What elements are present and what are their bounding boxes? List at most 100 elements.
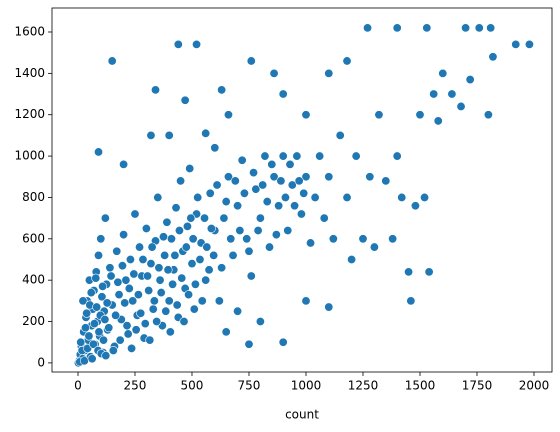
point [296,209,306,219]
point [164,296,174,306]
x-tick-label: 1500 [405,379,436,393]
point [151,85,161,95]
point [106,271,116,281]
point [127,343,137,353]
x-tick-label: 250 [124,379,147,393]
point [392,23,402,33]
point [89,319,99,329]
point [120,298,130,308]
point [369,242,379,252]
point [244,339,254,349]
point [171,203,181,213]
point [249,168,259,178]
point [301,296,311,306]
point [406,296,416,306]
point [301,110,311,120]
point [111,310,121,320]
point [156,288,166,298]
point [154,263,164,273]
point [255,317,265,327]
point [79,356,89,366]
point [488,52,498,62]
point [153,192,163,202]
point [170,250,180,260]
point [99,335,109,345]
point [221,197,231,207]
point [149,296,159,306]
point [104,323,114,333]
point [271,230,281,240]
point [278,151,288,161]
point [438,68,448,78]
point [319,213,329,223]
point [78,296,88,306]
point [422,23,432,33]
point [223,110,233,120]
point [94,250,104,260]
x-tick-label: 2000 [519,379,550,393]
point [143,271,153,281]
point [230,176,240,186]
point [206,223,216,233]
point [105,263,115,273]
point [242,234,252,244]
point [285,159,295,169]
point [524,39,534,49]
point [315,151,325,161]
y-tick-label: 1200 [14,107,45,121]
point [342,56,352,66]
point [96,234,106,244]
y-tick-label: 600 [22,231,45,245]
point [166,234,176,244]
point [202,242,212,252]
x-tick-label: 1750 [462,379,493,393]
point [274,201,284,211]
point [130,209,140,219]
point [210,143,220,153]
point [147,242,157,252]
y-tick-label: 400 [22,273,45,287]
point [299,188,309,198]
point [155,275,165,285]
point [193,192,203,202]
point [237,155,247,165]
point [131,325,141,335]
point [447,89,457,99]
point [280,192,290,202]
point [146,130,156,140]
point [324,302,334,312]
point [347,254,357,264]
point [112,246,122,256]
point [388,234,398,244]
x-tick-label: 750 [238,379,261,393]
point [209,250,219,260]
plot-frame [51,7,553,373]
point [87,354,97,364]
point [265,242,275,252]
point [144,286,154,296]
point [188,234,198,244]
point [276,176,286,186]
point [115,335,125,345]
point [182,221,192,231]
point [180,95,190,105]
point [197,296,207,306]
point [173,39,183,49]
point [164,130,174,140]
point [461,23,471,33]
point [262,197,272,207]
point [306,238,316,248]
point [146,259,156,269]
point [113,277,123,287]
y-tick-label: 1600 [14,24,45,38]
point [172,300,182,310]
point [102,298,112,308]
point [328,234,338,244]
point [161,306,171,316]
point [217,263,227,273]
point [186,213,196,223]
point [195,254,205,264]
point [429,89,439,99]
point [145,335,155,345]
